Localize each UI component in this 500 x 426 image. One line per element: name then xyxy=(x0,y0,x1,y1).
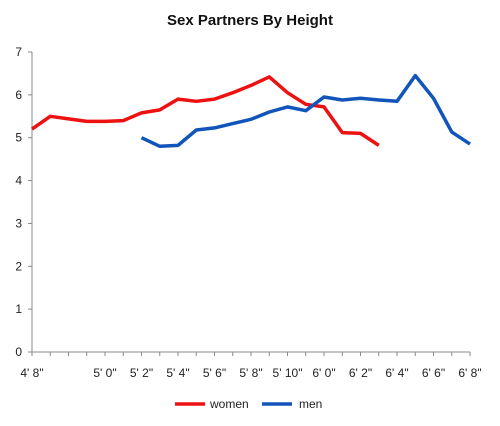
x-tick-label: 5' 4" xyxy=(166,366,189,380)
y-tick-label: 7 xyxy=(15,45,22,59)
x-axis-ticks: 4' 8" 5' 0" 5' 2" 5' 4" 5' 6" 5' 8" 5' 10" 6' 0… xyxy=(20,352,482,380)
x-tick-label: 5' 10" xyxy=(273,366,303,380)
y-tick-label: 1 xyxy=(15,302,22,316)
series-line-women xyxy=(30,75,380,147)
y-tick-label: 5 xyxy=(15,131,22,145)
y-tick-label: 3 xyxy=(15,216,22,230)
legend: women men xyxy=(175,397,322,411)
series-line-men xyxy=(140,73,471,149)
x-tick-label: 6' 8" xyxy=(458,366,481,380)
x-tick-label: 6' 2" xyxy=(349,366,372,380)
axes xyxy=(31,52,470,353)
x-tick-label: 5' 6" xyxy=(203,366,226,380)
y-tick-label: 4 xyxy=(15,174,22,188)
y-tick-label: 6 xyxy=(15,88,22,102)
x-tick-label: 5' 2" xyxy=(130,366,153,380)
y-tick-label: 2 xyxy=(15,259,22,273)
x-tick-label: 6' 6" xyxy=(422,366,445,380)
chart-title: Sex Partners By Height xyxy=(167,12,333,29)
x-tick-label: 4' 8" xyxy=(20,366,43,380)
x-tick-label: 6' 0" xyxy=(312,366,335,380)
legend-label-men: men xyxy=(299,397,322,411)
series-layer xyxy=(30,73,471,149)
x-tick-label: 5' 8" xyxy=(239,366,262,380)
x-tick-label: 5' 0" xyxy=(93,366,116,380)
y-axis-ticks: 0 1 2 3 4 5 6 7 xyxy=(15,45,32,359)
x-tick-label: 6' 4" xyxy=(385,366,408,380)
y-tick-label: 0 xyxy=(15,345,22,359)
legend-label-women: women xyxy=(209,397,249,411)
